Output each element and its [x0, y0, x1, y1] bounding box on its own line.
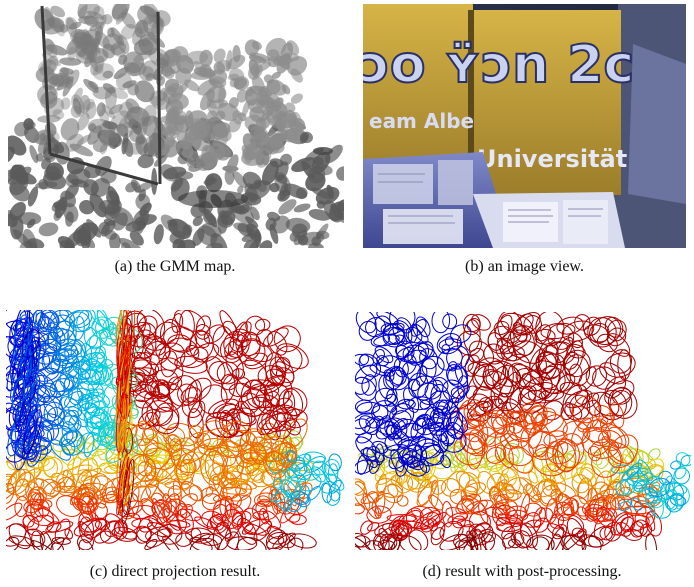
- post-processing-drawing: [355, 312, 691, 550]
- banner-university-text: Universität: [477, 145, 627, 173]
- caption-c: (c) direct projection result.: [89, 563, 261, 580]
- direct-projection-image: [6, 310, 346, 550]
- image-view-photo: ɔo ʏ̈ɔn 2c eam Albe Universität: [363, 4, 686, 248]
- direct-projection-drawing: [6, 310, 345, 550]
- caption-a: (a) the GMM map.: [114, 258, 236, 275]
- post-processing-image: [355, 312, 691, 550]
- banner-team-text: eam Albe: [369, 109, 474, 133]
- image-view-drawing: ɔo ʏ̈ɔn 2c eam Albe Universität: [363, 4, 686, 248]
- banner-top-text: ɔo ʏ̈ɔn 2c: [363, 35, 634, 95]
- gmm-map-drawing: [8, 4, 344, 248]
- gmm-map-image: [8, 4, 344, 248]
- caption-b: (b) an image view.: [465, 258, 584, 275]
- caption-d: (d) result with post-processing.: [422, 563, 622, 580]
